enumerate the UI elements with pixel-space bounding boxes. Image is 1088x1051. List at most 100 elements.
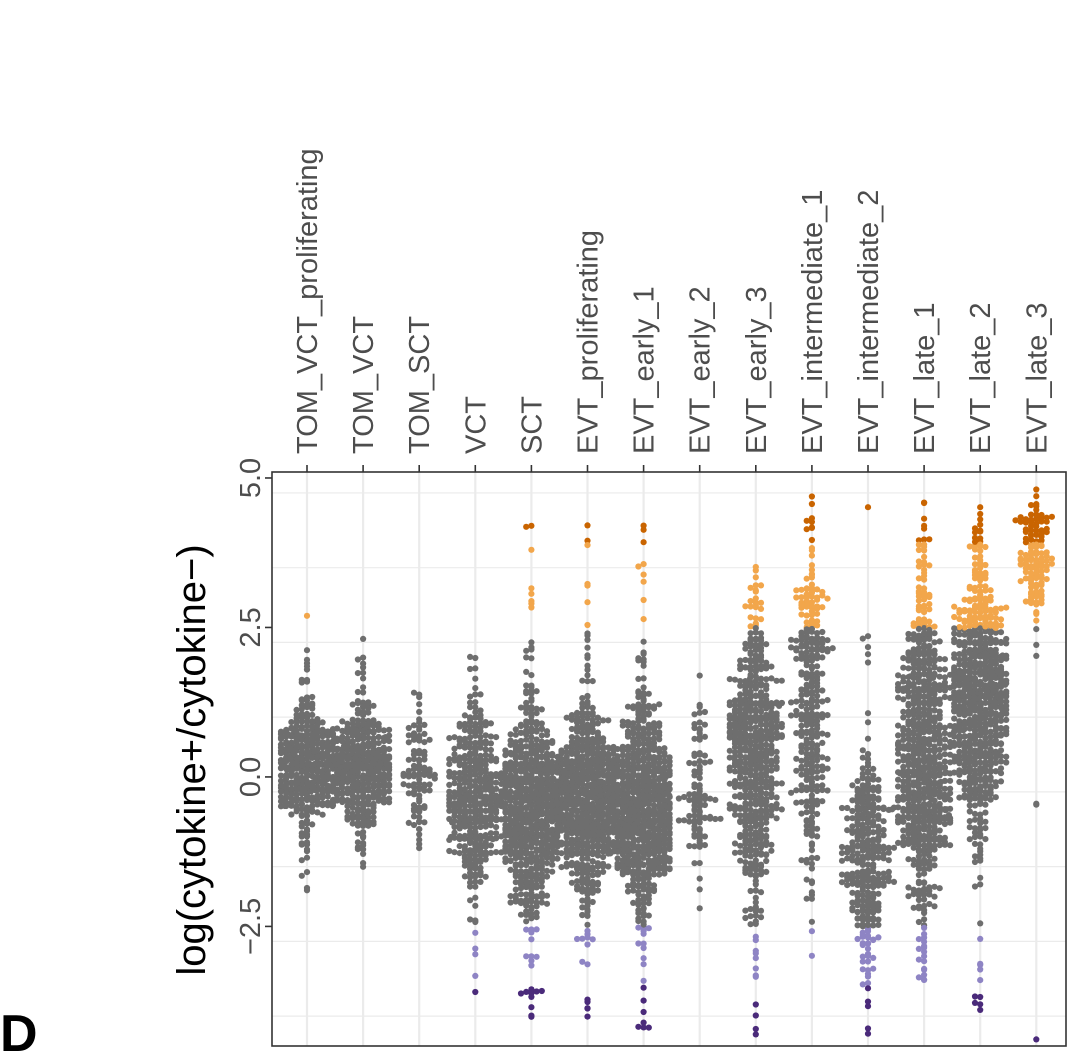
data-point <box>763 659 770 666</box>
data-point <box>416 836 423 843</box>
data-point <box>752 574 759 581</box>
data-point <box>747 860 754 867</box>
data-point <box>731 778 739 785</box>
data-point <box>533 848 540 855</box>
data-point <box>640 571 647 578</box>
data-point <box>314 809 321 816</box>
data-point <box>808 847 816 854</box>
data-point <box>598 778 605 785</box>
data-point <box>656 736 663 743</box>
data-point <box>630 887 637 894</box>
data-point <box>747 630 754 637</box>
data-point <box>640 596 647 604</box>
data-point <box>303 737 310 744</box>
data-point <box>472 755 479 763</box>
data-point <box>521 795 528 802</box>
data-point <box>589 858 596 865</box>
data-point <box>752 1012 759 1019</box>
data-point <box>824 697 831 704</box>
data-point <box>523 896 530 904</box>
data-point <box>400 781 407 788</box>
data-point <box>757 861 765 868</box>
data-point <box>838 871 846 878</box>
data-point <box>461 858 468 865</box>
data-point <box>658 766 666 773</box>
data-point <box>303 722 311 730</box>
data-point <box>743 701 750 708</box>
data-point <box>314 792 321 799</box>
data-point <box>814 801 821 808</box>
data-point <box>701 801 709 809</box>
data-point <box>650 740 658 747</box>
data-point <box>768 847 775 854</box>
data-point <box>320 753 327 760</box>
data-point <box>461 846 468 853</box>
data-point <box>589 878 596 886</box>
data-point <box>539 821 546 828</box>
data-point <box>594 887 602 894</box>
data-point <box>849 880 856 887</box>
data-point <box>344 742 351 750</box>
data-point <box>814 652 821 659</box>
data-point <box>752 700 759 707</box>
data-point <box>605 815 612 822</box>
data-point <box>504 779 511 786</box>
data-point <box>582 797 589 804</box>
data-point <box>298 800 305 808</box>
data-point <box>467 768 474 775</box>
data-point <box>814 603 821 610</box>
data-point <box>584 927 591 935</box>
data-point <box>768 790 775 797</box>
data-point <box>742 852 749 859</box>
data-point <box>849 797 856 804</box>
data-point <box>517 737 525 745</box>
data-point <box>505 793 512 800</box>
data-point <box>579 878 586 886</box>
data-point <box>416 724 423 731</box>
data-point <box>493 755 500 763</box>
data-point <box>319 719 326 726</box>
data-point <box>467 715 474 722</box>
data-point <box>298 840 305 847</box>
data-point <box>691 784 698 791</box>
data-point <box>691 724 698 732</box>
data-point <box>737 682 744 689</box>
data-point <box>360 829 367 836</box>
data-point <box>365 793 372 801</box>
data-point <box>824 595 831 602</box>
data-point <box>640 905 647 913</box>
data-point <box>456 737 463 745</box>
data-point <box>854 881 861 889</box>
data-point <box>319 790 326 797</box>
data-point <box>656 871 663 878</box>
data-point <box>696 886 703 893</box>
data-point <box>477 733 484 741</box>
data-point <box>757 788 765 796</box>
data-point <box>635 861 642 868</box>
data-point <box>640 684 647 691</box>
data-point <box>354 844 361 851</box>
data-point <box>288 719 295 726</box>
data-point <box>793 755 800 762</box>
data-point <box>859 754 866 761</box>
data-point <box>360 834 367 841</box>
data-point <box>864 973 872 980</box>
data-point <box>594 879 602 887</box>
data-point <box>523 718 530 725</box>
data-point <box>661 784 668 791</box>
data-point <box>854 778 861 785</box>
data-point <box>549 854 556 861</box>
data-point <box>849 905 856 912</box>
data-point <box>523 902 530 909</box>
data-point <box>742 914 749 922</box>
data-point <box>773 815 780 822</box>
data-point <box>875 921 882 929</box>
data-point <box>814 703 821 710</box>
data-point <box>526 855 533 863</box>
data-point <box>478 815 485 822</box>
data-point <box>605 846 612 853</box>
data-point <box>589 936 596 943</box>
data-point <box>316 778 323 785</box>
data-point <box>763 815 770 822</box>
